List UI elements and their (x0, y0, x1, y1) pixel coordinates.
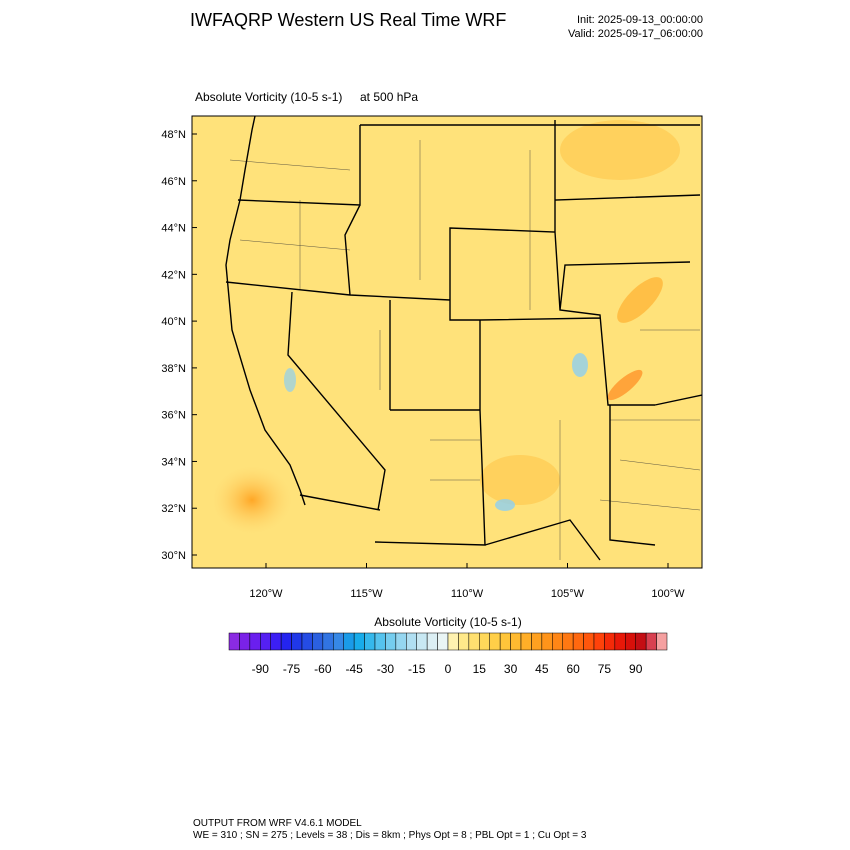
colorbar-swatch (531, 632, 543, 651)
colorbar-tick-label: 75 (598, 662, 612, 676)
state-borders (225, 120, 702, 561)
colorbar-tick-label: -60 (314, 662, 332, 676)
level-label: at 500 hPa (360, 90, 418, 104)
colorbar-swatch (583, 632, 595, 651)
colorbar-swatch (520, 632, 532, 651)
colorbar-swatch (656, 632, 668, 651)
colorbar-swatch (499, 632, 511, 651)
lat-label: 32°N (161, 503, 186, 515)
colorbar-swatch (333, 632, 344, 651)
colorbar-swatch (260, 632, 271, 651)
colorbar-swatch (406, 632, 417, 651)
footer-line: WE = 310 ; SN = 275 ; Levels = 38 ; Dis … (193, 830, 587, 841)
lat-label: 48°N (161, 129, 186, 141)
colorbar-swatch (437, 632, 449, 651)
colorbar-swatch (562, 632, 574, 651)
field-feature (617, 277, 663, 323)
colorbar-swatch (572, 632, 584, 651)
colorbar-title: Absolute Vorticity (10-5 s-1) (374, 615, 521, 629)
colorbar-swatch (239, 632, 251, 651)
colorbar-swatch (395, 632, 407, 651)
lon-label: 100°W (651, 588, 685, 600)
colorbar-tick-label: 15 (473, 662, 487, 676)
colorbar-swatch (385, 632, 397, 651)
colorbar-swatch (416, 632, 428, 651)
colorbar-swatch (312, 632, 324, 651)
lat-label: 38°N (161, 363, 186, 375)
colorbar-swatch (353, 632, 365, 651)
field-feature (480, 455, 560, 505)
colorbar-tick-label: -15 (408, 662, 426, 676)
field-feature (212, 466, 292, 534)
colorbar-swatch (280, 632, 292, 651)
lon-label: 105°W (551, 588, 585, 600)
colorbar-tick-label: 0 (445, 662, 452, 676)
colorbar-swatch (614, 632, 626, 651)
colorbar-tick-label: 60 (566, 662, 580, 676)
colorbar-swatch (343, 632, 355, 651)
colorbar-swatch (510, 632, 522, 651)
colorbar-swatch (604, 632, 616, 651)
colorbar-swatch (468, 632, 480, 651)
lat-label: 42°N (161, 269, 186, 281)
field-label: Absolute Vorticity (10-5 s-1) (195, 90, 342, 104)
colorbar-swatch (374, 632, 386, 651)
lat-label: 44°N (161, 223, 186, 235)
lat-label: 34°N (161, 456, 186, 468)
valid-time: Valid: 2025-09-17_06:00:00 (568, 28, 703, 40)
colorbar: Absolute Vorticity (10-5 s-1) -90 -75 -60-… (228, 615, 668, 676)
colorbar-swatch (270, 632, 282, 651)
colorbar-swatch (228, 632, 240, 651)
title: IWFAQRP Western US Real Time WRF (190, 10, 506, 30)
colorbar-swatch (322, 632, 334, 651)
field-feature (572, 353, 588, 377)
coastline (225, 116, 306, 506)
colorbar-swatch (489, 632, 501, 651)
colorbar-tick-label: 30 (504, 662, 518, 676)
lat-label: 46°N (161, 176, 186, 188)
map-frame (191, 115, 703, 569)
colorbar-swatch (552, 632, 563, 651)
init-time: Init: 2025-09-13_00:00:00 (577, 14, 703, 26)
colorbar-swatch (458, 632, 470, 651)
colorbar-swatch (645, 632, 657, 651)
colorbar-swatch (625, 632, 636, 651)
colorbar-swatch (249, 632, 261, 651)
lat-label: 40°N (161, 316, 186, 328)
colorbar-swatch (426, 632, 438, 651)
colorbar-tick-label: 90 (629, 662, 643, 676)
colorbar-tick-label: -45 (345, 662, 363, 676)
field-feature (495, 499, 515, 511)
footer-line: OUTPUT FROM WRF V4.6.1 MODEL (193, 818, 362, 829)
map (191, 115, 703, 569)
colorbar-swatch (301, 632, 313, 651)
colorbar-tick-label: -75 (283, 662, 301, 676)
colorbar-swatch (447, 632, 459, 651)
colorbar-tick-label: -30 (377, 662, 395, 676)
colorbar-swatch (635, 632, 647, 651)
colorbar-swatch (479, 632, 490, 651)
lon-label: 115°W (350, 588, 383, 600)
colorbar-swatch (291, 632, 303, 651)
colorbar-swatch (541, 632, 553, 651)
colorbar-tick-label: 45 (535, 662, 549, 676)
field-feature (560, 120, 680, 180)
field-feature (607, 369, 643, 401)
colorbar-swatch (364, 632, 376, 651)
lat-label: 30°N (161, 550, 186, 562)
lon-label: 120°W (249, 588, 283, 600)
lon-label: 110°W (451, 588, 484, 600)
lat-label: 36°N (161, 410, 186, 422)
colorbar-tick-label: -90 (252, 662, 270, 676)
field-feature (284, 368, 296, 392)
colorbar-swatch (593, 632, 605, 651)
